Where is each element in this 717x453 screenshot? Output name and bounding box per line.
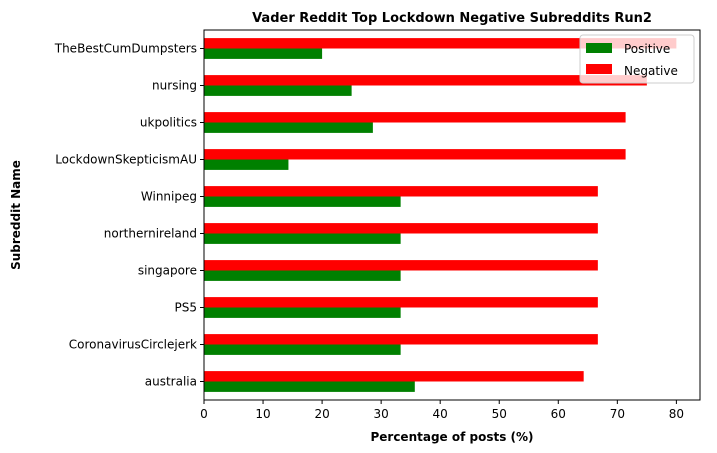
x-tick-label: 70 [610, 407, 625, 421]
x-axis-label: Percentage of posts (%) [370, 430, 533, 444]
bar-positive [204, 196, 401, 207]
bar-positive [204, 122, 373, 133]
bar-negative [204, 149, 626, 160]
bars-group [204, 38, 677, 392]
legend-swatch-negative [586, 64, 612, 74]
x-ticks-group: 0 10 20 30 40 50 60 70 80 [200, 400, 684, 421]
y-tick-label: australia [145, 375, 197, 389]
bar-negative [204, 38, 677, 49]
y-tick-label: PS5 [175, 301, 198, 315]
y-tick-label: Winnipeg [141, 190, 197, 204]
plot-frame [203, 29, 701, 401]
x-tick-label: 10 [255, 407, 270, 421]
y-tick-label: singapore [138, 264, 197, 278]
bar-positive [204, 344, 401, 355]
bar-positive [204, 159, 289, 170]
y-ticks-group: TheBestCumDumpsters nursing ukpolitics Lock… [54, 42, 204, 389]
y-tick-label: TheBestCumDumpsters [54, 42, 197, 56]
legend: Positive Negative [579, 34, 695, 84]
x-tick-label: 30 [374, 407, 389, 421]
bar-negative [204, 75, 647, 86]
bar-positive [204, 233, 401, 244]
y-tick-label: northernireland [104, 227, 197, 241]
x-tick-label: 80 [669, 407, 684, 421]
y-tick-label: LockdownSkepticismAU [55, 153, 197, 167]
x-tick-label: 0 [200, 407, 208, 421]
x-tick-label: 60 [551, 407, 566, 421]
x-tick-label: 50 [492, 407, 507, 421]
bar-positive [204, 307, 401, 318]
bar-negative [204, 371, 584, 382]
bar-negative [204, 223, 598, 234]
y-tick-label: ukpolitics [140, 116, 197, 130]
y-tick-label: CoronavirusCirclejerk [69, 338, 197, 352]
bar-negative [204, 112, 626, 123]
bar-negative [204, 297, 598, 308]
bar-negative [204, 260, 598, 271]
y-tick-label: nursing [152, 79, 197, 93]
legend-label-negative: Negative [624, 64, 678, 78]
legend-label-positive: Positive [624, 42, 670, 56]
bar-positive [204, 381, 415, 392]
x-tick-label: 20 [314, 407, 329, 421]
bar-negative [204, 186, 598, 197]
bar-positive [204, 270, 401, 281]
x-tick-label: 40 [433, 407, 448, 421]
legend-swatch-positive [586, 43, 612, 53]
bar-positive [204, 85, 352, 96]
y-axis-label: Subreddit Name [9, 160, 23, 270]
bar-positive [204, 48, 323, 59]
chart-title: Vader Reddit Top Lockdown Negative Subre… [252, 11, 652, 26]
bar-negative [204, 334, 598, 345]
